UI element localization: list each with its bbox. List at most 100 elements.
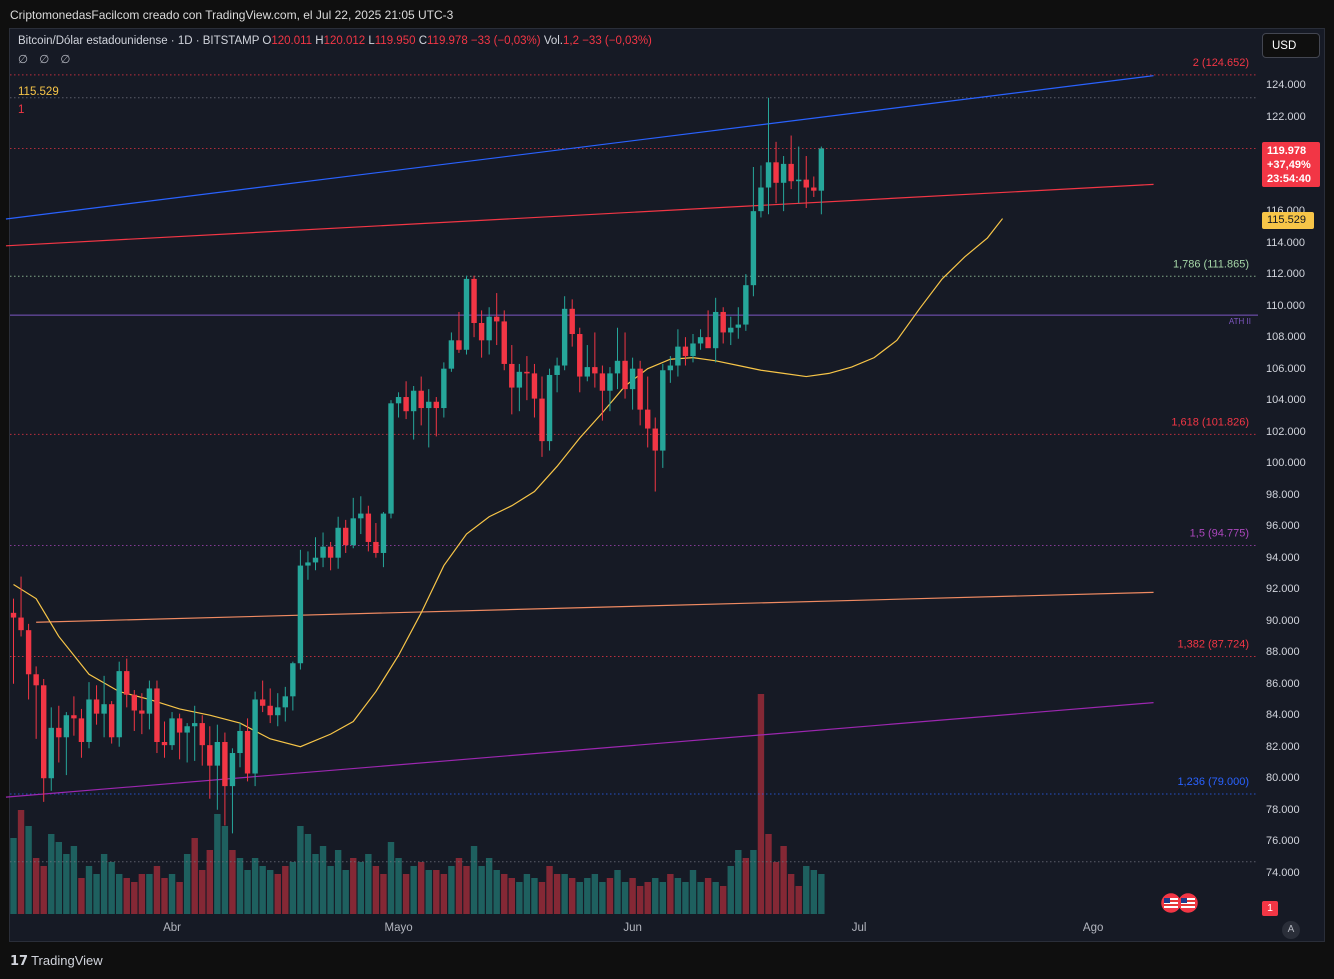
volume-bar bbox=[735, 850, 742, 914]
price-tick-label: 84.000 bbox=[1266, 709, 1300, 722]
event-flags[interactable] bbox=[1161, 893, 1201, 915]
chart-panel[interactable] bbox=[9, 28, 1325, 942]
volume-bar bbox=[153, 866, 161, 914]
candle-body bbox=[86, 699, 92, 743]
candle-body bbox=[796, 179, 802, 182]
volume-bar bbox=[40, 866, 47, 914]
volume-bar bbox=[599, 882, 606, 914]
volume-bar bbox=[448, 866, 455, 914]
candle-body bbox=[320, 546, 326, 558]
us-flag-icon[interactable] bbox=[1178, 893, 1198, 913]
price-tick-label: 108.000 bbox=[1266, 331, 1306, 344]
price-tick-label: 110.000 bbox=[1266, 299, 1305, 312]
price-tick-label: 100.000 bbox=[1266, 457, 1306, 470]
volume-bar bbox=[402, 874, 410, 914]
candle-body bbox=[380, 513, 387, 553]
us-flag-icon[interactable] bbox=[1161, 893, 1181, 913]
volume-bar bbox=[304, 834, 312, 914]
candle-body bbox=[161, 742, 168, 746]
candle-body bbox=[441, 368, 447, 409]
volume-bar bbox=[259, 866, 266, 914]
volume-bar bbox=[297, 826, 304, 914]
volume-bar bbox=[199, 870, 206, 914]
volume-bar bbox=[569, 878, 576, 914]
volume-bar bbox=[508, 878, 515, 914]
candle-body bbox=[516, 371, 523, 388]
auto-scale-button[interactable]: A bbox=[1282, 921, 1300, 939]
candle-body bbox=[184, 726, 190, 733]
candle-body bbox=[471, 278, 477, 323]
volume-bar bbox=[485, 858, 493, 914]
high-value: 120.012 bbox=[323, 35, 366, 47]
fib-level-label: 1,236 (79.000) bbox=[1177, 776, 1249, 788]
candle-body bbox=[750, 211, 757, 286]
current-price: 119.978 bbox=[1267, 145, 1307, 157]
candle-body bbox=[154, 688, 160, 743]
volume-bar bbox=[176, 882, 183, 914]
volume-bar bbox=[319, 846, 327, 914]
candle-body bbox=[335, 527, 341, 558]
time-tick-label: Abr bbox=[163, 922, 181, 934]
candle-body bbox=[818, 148, 825, 191]
candle-body bbox=[780, 163, 787, 183]
volume-bar bbox=[757, 694, 765, 914]
volume-bar bbox=[772, 862, 780, 914]
candle-body bbox=[667, 365, 674, 371]
volume-bar bbox=[289, 862, 297, 914]
candle-body bbox=[645, 409, 651, 429]
candle-body bbox=[108, 704, 115, 738]
candle-body bbox=[365, 513, 372, 542]
candle-body bbox=[259, 699, 266, 706]
fib-level-label: 1,786 (111.865) bbox=[1173, 258, 1249, 270]
trendline-red bbox=[5, 183, 1154, 247]
candle-body bbox=[222, 742, 228, 787]
volume-value: 1,2 bbox=[563, 35, 579, 47]
volume-bar bbox=[116, 874, 123, 914]
volume-bar bbox=[659, 882, 666, 914]
volume-bar bbox=[395, 858, 402, 914]
volume-bar bbox=[531, 878, 538, 914]
volume-bar bbox=[463, 866, 470, 914]
candle-body bbox=[237, 730, 243, 754]
volume-bar bbox=[32, 858, 40, 914]
volume-bar bbox=[168, 874, 176, 914]
close-value: 119.978 bbox=[427, 35, 468, 47]
candle-body bbox=[735, 324, 741, 328]
volume-bar bbox=[251, 858, 259, 914]
volume-bar bbox=[516, 882, 523, 914]
volume-change: −33 (−0,03%) bbox=[582, 35, 652, 47]
volume-indicator-value: 1 bbox=[18, 104, 25, 116]
volume-bar bbox=[795, 886, 802, 914]
candle-body bbox=[501, 321, 507, 364]
symbol-name[interactable]: Bitcoin/Dólar estadounidense · 1D · BITS… bbox=[18, 35, 260, 47]
candle-body bbox=[765, 162, 772, 188]
close-label: C bbox=[418, 35, 427, 47]
volume-bar bbox=[138, 874, 146, 914]
chart-credit: CriptomonedasFacilcom creado con Trading… bbox=[10, 8, 454, 22]
volume-bar bbox=[704, 878, 712, 914]
volume-bar bbox=[591, 874, 599, 914]
candle-body bbox=[207, 745, 213, 766]
volume-bar bbox=[561, 874, 568, 914]
volume-bar bbox=[455, 858, 463, 914]
volume-bar bbox=[48, 834, 55, 914]
volume-tag: 1 bbox=[1262, 901, 1278, 916]
volume-bar bbox=[334, 850, 342, 914]
tradingview-logo[interactable]: 𝟭𝟳 TradingView bbox=[10, 953, 103, 969]
open-label: O bbox=[262, 35, 272, 47]
candle-body bbox=[690, 343, 696, 357]
currency-button[interactable]: USD bbox=[1262, 33, 1320, 58]
tradingview-brand: TradingView bbox=[31, 953, 103, 968]
candle-body bbox=[509, 363, 515, 388]
volume-bar bbox=[787, 874, 795, 914]
candle-body bbox=[116, 671, 122, 738]
candle-body bbox=[192, 723, 198, 727]
candle-body bbox=[622, 360, 628, 390]
price-tick-label: 78.000 bbox=[1266, 803, 1300, 816]
trendline-blue bbox=[5, 75, 1154, 220]
indicator-values: ∅ ∅ ∅ bbox=[18, 54, 75, 66]
volume-bar bbox=[606, 878, 614, 914]
candle-body bbox=[569, 308, 575, 335]
volume-bar bbox=[652, 878, 659, 914]
